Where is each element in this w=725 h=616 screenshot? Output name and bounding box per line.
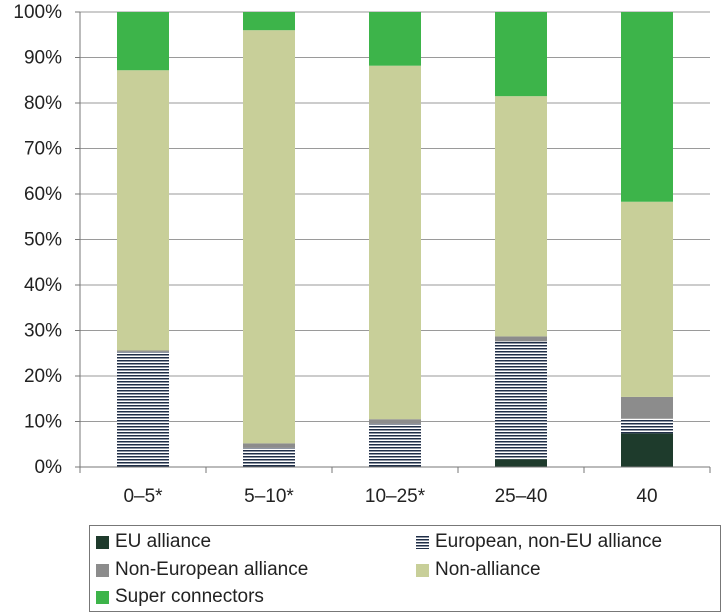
bar-segment-european-non-eu-alliance (369, 423, 421, 467)
legend-item-non-european-alliance: Non-European alliance (96, 556, 308, 584)
y-tick-label: 90% (24, 48, 62, 69)
bar-segment-non-alliance (495, 96, 547, 337)
bars (117, 12, 673, 467)
bar-segment-non-alliance (243, 30, 295, 444)
legend: EU alliance European, non-EU alliance No… (89, 525, 721, 612)
bar-segment-non-european-alliance (495, 336, 547, 342)
x-tick-label: 0–5* (123, 486, 163, 507)
bar-segment-non-alliance (369, 65, 421, 420)
bar-segment-non-european-alliance (621, 396, 673, 419)
legend-swatch-eu-alliance (96, 535, 109, 549)
bar-segment-non-alliance (621, 201, 673, 397)
bar-segment-european-non-eu-alliance (117, 351, 169, 467)
bar-segment-super-connectors (621, 12, 673, 202)
legend-swatch-non-european-alliance (96, 563, 109, 577)
legend-swatch-non-alliance (416, 563, 429, 577)
legend-label: Non-European alliance (115, 559, 309, 580)
y-tick-label: 40% (24, 275, 62, 296)
legend-swatch-super-connectors (96, 590, 109, 604)
bar-segment-non-european-alliance (369, 419, 421, 424)
legend-label: EU alliance (115, 531, 212, 552)
bar-segment-super-connectors (369, 12, 421, 66)
x-tick-label: 5–10* (244, 486, 294, 507)
bar-segment-super-connectors (243, 12, 295, 31)
legend-item-super-connectors: Super connectors (96, 583, 264, 611)
legend-item-european-non-eu-alliance: European, non-EU alliance (416, 528, 662, 556)
axes (75, 11, 711, 473)
legend-item-eu-alliance: EU alliance (96, 528, 211, 556)
x-tick-label: 10–25* (365, 486, 426, 507)
bar-segment-non-european-alliance (117, 350, 169, 352)
bar-segment-european-non-eu-alliance (621, 418, 673, 434)
legend-label: Non-alliance (435, 559, 541, 580)
x-axis-ticks: 0–5* 5–10* 10–25* 25–40 40 (123, 486, 657, 507)
legend-label: European, non-EU alliance (435, 531, 663, 552)
y-tick-label: 0% (35, 457, 63, 478)
bar-segment-eu-alliance (621, 433, 673, 467)
y-tick-label: 100% (13, 2, 62, 23)
y-tick-label: 60% (24, 184, 62, 205)
y-tick-label: 70% (24, 139, 62, 160)
bar-segment-super-connectors (117, 12, 169, 71)
legend-label: Super connectors (115, 586, 264, 607)
y-tick-label: 80% (24, 93, 62, 114)
y-tick-label: 20% (24, 366, 62, 387)
x-tick-label: 25–40 (495, 486, 548, 507)
bar-segment-non-alliance (117, 70, 169, 351)
legend-swatch-european-non-eu-alliance (416, 535, 429, 549)
y-axis-ticks: 0% 10% 20% 30% 40% 50% 60% 70% 80% 90% 100% (13, 2, 62, 478)
bar-segment-super-connectors (495, 12, 547, 97)
bar-segment-eu-alliance (495, 459, 547, 467)
y-tick-label: 10% (24, 412, 62, 433)
legend-item-non-alliance: Non-alliance (416, 556, 541, 584)
stacked-bar-chart: 0% 10% 20% 30% 40% 50% 60% 70% 80% 90% 100% 0–5* 5–… (13, 2, 711, 507)
bar-segment-european-non-eu-alliance (243, 447, 295, 467)
x-tick-label: 40 (636, 486, 657, 507)
bar-segment-non-european-alliance (243, 443, 295, 448)
y-tick-label: 30% (24, 321, 62, 342)
y-tick-label: 50% (24, 230, 62, 251)
bar-segment-european-non-eu-alliance (495, 341, 547, 460)
